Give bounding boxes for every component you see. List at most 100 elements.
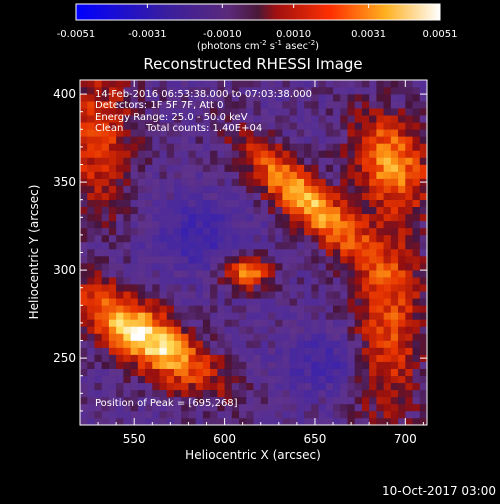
heatmap-cell — [188, 157, 196, 165]
heatmap-cell — [210, 192, 218, 200]
heatmap-cell — [166, 389, 175, 398]
heatmap-cell — [296, 270, 305, 278]
heatmap-cell — [275, 298, 283, 306]
heatmap-cell — [224, 333, 233, 341]
heatmap-cell — [145, 220, 153, 229]
heatmap-cell — [173, 248, 182, 257]
heatmap-cell — [87, 108, 95, 116]
heatmap-cell — [369, 157, 377, 165]
heatmap-cell — [246, 171, 254, 179]
heatmap-cell — [159, 270, 168, 278]
heatmap-cell — [333, 178, 341, 186]
heatmap-cell — [152, 375, 160, 384]
heatmap-cell — [80, 403, 88, 412]
heatmap-cell — [383, 389, 392, 398]
heatmap-cell — [80, 115, 88, 123]
heatmap-cell — [108, 248, 117, 257]
heatmap-cell — [333, 220, 341, 229]
heatmap-cell — [246, 333, 254, 341]
heatmap-cell — [260, 115, 269, 123]
heatmap-cell — [239, 277, 247, 285]
heatmap-cell — [275, 270, 283, 278]
heatmap-cell — [94, 368, 102, 377]
heatmap-cell — [231, 319, 240, 327]
heatmap-cell — [296, 340, 305, 348]
heatmap-cell — [340, 101, 348, 109]
heatmap-cell — [130, 277, 139, 285]
heatmap-cell — [289, 199, 298, 208]
heatmap-cell — [412, 277, 421, 285]
heatmap-cell — [376, 248, 384, 257]
heatmap-cell — [210, 354, 218, 362]
heatmap-cell — [145, 101, 153, 109]
heatmap-cell — [116, 157, 124, 165]
heatmap-cell — [123, 270, 131, 278]
heatmap-cell — [340, 234, 348, 243]
heatmap-cell — [405, 291, 413, 299]
heatmap-cell — [210, 185, 218, 193]
heatmap-cell — [369, 171, 377, 179]
heatmap-cell — [333, 410, 341, 419]
heatmap-cell — [152, 192, 160, 200]
heatmap-cell — [304, 298, 312, 306]
heatmap-cell — [361, 347, 370, 355]
heatmap-cell — [296, 305, 305, 313]
heatmap-cell — [289, 361, 298, 369]
heatmap-cell — [202, 354, 211, 362]
heatmap-cell — [347, 241, 356, 250]
heatmap-cell — [80, 375, 88, 384]
heatmap-cell — [239, 185, 247, 193]
heatmap-cell — [289, 185, 298, 193]
heatmap-cell — [253, 396, 262, 405]
heatmap-cell — [217, 333, 225, 341]
heatmap-cell — [296, 312, 305, 320]
heatmap-cell — [405, 87, 413, 95]
heatmap-cell — [217, 94, 225, 102]
heatmap-cell — [340, 108, 348, 116]
heatmap-cell — [224, 129, 233, 137]
heatmap-cell — [304, 227, 312, 236]
heatmap-cell — [412, 291, 421, 299]
heatmap-cell — [405, 410, 413, 419]
heatmap-cell — [246, 87, 254, 95]
heatmap-cell — [325, 213, 334, 222]
heatmap-cell — [217, 347, 225, 355]
heatmap-cell — [304, 319, 312, 327]
heatmap-cell — [253, 122, 262, 130]
heatmap-cell — [173, 291, 182, 299]
heatmap-cell — [239, 417, 247, 425]
heatmap-cell — [325, 403, 334, 412]
heatmap-cell — [137, 305, 146, 313]
heatmap-cell — [181, 319, 189, 327]
heatmap-cell — [376, 305, 384, 313]
heatmap-cell — [296, 150, 305, 158]
heatmap-cell — [325, 192, 334, 200]
heatmap-cell — [296, 368, 305, 377]
heatmap-cell — [166, 270, 175, 278]
heatmap-cell — [137, 220, 146, 229]
heatmap-cell — [296, 354, 305, 362]
heatmap-cell — [376, 326, 384, 334]
heatmap-cell — [361, 101, 370, 109]
heatmap-cell — [137, 298, 146, 306]
heatmap-cell — [101, 326, 110, 334]
heatmap-cell — [87, 87, 95, 95]
heatmap-cell — [108, 185, 117, 193]
heatmap-cell — [195, 150, 204, 158]
heatmap-cell — [354, 115, 363, 123]
heatmap-cell — [202, 192, 211, 200]
heatmap-cell — [304, 277, 312, 285]
heatmap-cell — [419, 347, 427, 355]
heatmap-cell — [101, 354, 110, 362]
heatmap-cell — [231, 382, 240, 391]
heatmap-cell — [202, 199, 211, 208]
heatmap-cell — [333, 234, 341, 243]
heatmap-cell — [296, 199, 305, 208]
heatmap-cell — [361, 241, 370, 250]
heatmap-cell — [101, 122, 110, 130]
heatmap-cell — [260, 410, 269, 419]
heatmap-cell — [224, 122, 233, 130]
heatmap-cell — [412, 417, 421, 425]
heatmap-cell — [152, 178, 160, 186]
heatmap-cell — [361, 122, 370, 130]
